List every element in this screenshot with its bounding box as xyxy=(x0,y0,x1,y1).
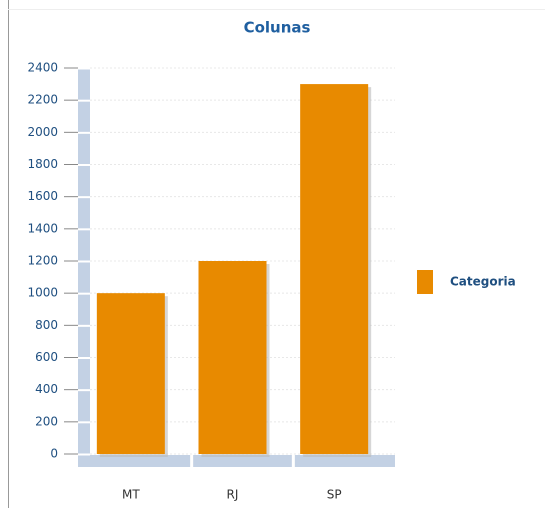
axis-floor xyxy=(90,455,395,467)
y-tick-label: 1800 xyxy=(27,157,58,171)
y-tick-label: 1600 xyxy=(27,189,58,203)
y-tick-label: 1400 xyxy=(27,221,58,235)
x-tick-label: MT xyxy=(122,488,140,502)
y-tick-label: 1000 xyxy=(27,286,58,300)
y-tick-label: 600 xyxy=(35,350,58,364)
legend-label: Categoria xyxy=(450,275,516,289)
bar xyxy=(96,293,165,454)
bar xyxy=(300,84,369,454)
y-tick-label: 800 xyxy=(35,318,58,332)
axis-wall xyxy=(78,68,90,467)
y-tick-label: 200 xyxy=(35,414,58,428)
y-tick-label: 2000 xyxy=(27,125,58,139)
legend-swatch xyxy=(417,270,433,294)
x-tick-label: SP xyxy=(327,488,342,502)
y-tick-label: 2400 xyxy=(27,61,58,75)
bar xyxy=(198,261,267,454)
y-tick-label: 400 xyxy=(35,382,58,396)
chart-title: Colunas xyxy=(244,19,311,37)
x-tick-label: RJ xyxy=(227,488,239,502)
y-tick-label: 0 xyxy=(50,447,58,461)
y-tick-label: 1200 xyxy=(27,254,58,268)
y-tick-label: 2200 xyxy=(27,93,58,107)
